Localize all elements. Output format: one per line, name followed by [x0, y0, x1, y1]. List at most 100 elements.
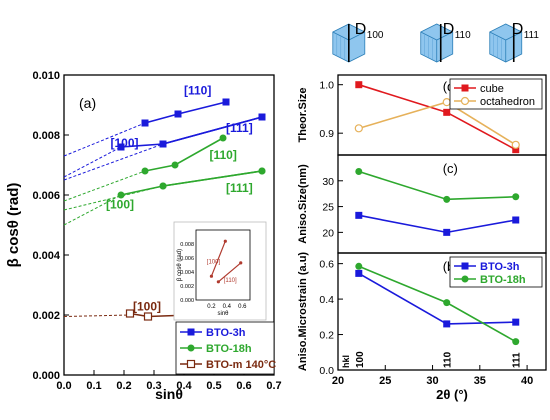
- right-y-tick-label: 25: [322, 202, 334, 214]
- data-point: [355, 211, 363, 219]
- data-point: [258, 167, 266, 175]
- data-point: [258, 113, 266, 121]
- hkl-label: 110: [443, 351, 454, 368]
- left-y-axis-label: β cosθ (rad): [5, 183, 22, 268]
- data-point: [512, 146, 520, 154]
- left-y-tick-label: 0.004: [32, 250, 60, 262]
- data-point: [141, 167, 149, 175]
- crystal-edges: [489, 31, 522, 62]
- data-point: [511, 140, 520, 149]
- fit-line-extrapolation: [63, 314, 131, 317]
- legend-entry: BTO-3h: [206, 327, 246, 339]
- fit-line-extrapolation: [63, 143, 164, 181]
- inset-x-tick-label: 0.2: [207, 304, 216, 310]
- crystal-edges: [420, 31, 453, 62]
- fit-line-extrapolation: [63, 170, 146, 202]
- series-line-[111]: [162, 170, 263, 187]
- right-x-tick-label: 40: [521, 375, 533, 387]
- right-y-axis-label: Theor.Size: [297, 87, 309, 142]
- crystal-shape-icon-100: [332, 23, 366, 63]
- inset-plot-frame: [195, 229, 251, 301]
- inset-point: [223, 239, 227, 243]
- right-y-tick-label: 0.6: [319, 259, 334, 271]
- inset-y-tick-label: 0.002: [180, 284, 194, 290]
- data-point: [443, 228, 451, 236]
- direction-label: [100]: [106, 198, 134, 212]
- left-x-tick-label: 0.5: [206, 380, 221, 392]
- legend-swatch-marker: [461, 275, 469, 283]
- data-point: [219, 134, 227, 142]
- direction-label: [111]: [226, 181, 253, 195]
- left-y-tick-label: 0.000: [32, 370, 60, 382]
- data-point: [117, 191, 125, 199]
- data-point: [159, 182, 167, 190]
- left-x-tick-label: 0.2: [116, 380, 131, 392]
- crystal-label-subscript: 100: [367, 30, 384, 41]
- right-y-tick-label: 0.9: [319, 128, 334, 140]
- inset-point: [239, 261, 243, 265]
- data-point: [443, 299, 451, 307]
- data-point: [222, 98, 230, 106]
- data-point: [171, 161, 179, 169]
- data-point: [174, 110, 182, 118]
- data-point: [512, 318, 520, 326]
- crystal-shape-icon-111: [489, 23, 523, 63]
- legend-entry: BTO-m 140°C: [206, 359, 276, 371]
- crystal-label-subscript: 111: [524, 30, 540, 41]
- data-point: [141, 119, 149, 127]
- data-point: [159, 140, 167, 148]
- hkl-label: 100: [355, 351, 366, 368]
- inset-direction-label: [110]: [224, 278, 237, 284]
- right-y-tick-label: 20: [322, 227, 334, 239]
- inset-line: [217, 262, 242, 283]
- inset-line: [210, 240, 226, 277]
- series-line-[111]: [162, 116, 263, 145]
- inset-x-axis-label: sinθ: [217, 311, 229, 317]
- data-point: [125, 309, 135, 318]
- right-x-tick-label: 25: [379, 375, 391, 387]
- inset-y-tick-label: 0.006: [180, 256, 194, 262]
- direction-label: [111]: [226, 121, 253, 135]
- data-point: [512, 216, 520, 224]
- legend-swatch-marker: [186, 359, 196, 369]
- direction-label: [100]: [111, 136, 139, 150]
- inset-y-tick-label: 0.008: [180, 242, 194, 248]
- legend-entry: BTO-3h: [480, 261, 520, 273]
- left-x-tick-label: 0.7: [266, 380, 281, 392]
- legend-entry: octahedron: [480, 96, 535, 108]
- left-y-tick-label: 0.006: [32, 190, 60, 202]
- hkl-axis-label: hkl: [341, 355, 351, 368]
- legend-entry: cube: [480, 83, 504, 95]
- right-y-axis-label: Aniso.Size(nm): [297, 164, 309, 244]
- data-point: [143, 312, 153, 321]
- left-x-axis-label: sinθ: [155, 386, 183, 402]
- direction-label: [110]: [210, 148, 237, 162]
- right-x-tick-label: 35: [474, 375, 486, 387]
- fit-line-extrapolation: [63, 194, 122, 226]
- legend-entry: BTO-18h: [206, 343, 252, 355]
- right-y-tick-label: 0.0: [319, 365, 334, 377]
- hkl-label: 111: [512, 352, 523, 368]
- data-point: [355, 262, 363, 270]
- inset-x-tick-label: 0.4: [223, 304, 232, 310]
- data-point: [443, 320, 451, 328]
- crystal-label: D: [443, 21, 455, 38]
- direction-label: [100]: [133, 300, 161, 314]
- inset-y-tick-label: 0.000: [180, 298, 194, 304]
- data-point: [355, 81, 363, 89]
- legend-swatch-marker: [187, 328, 195, 336]
- right-legend-box: [449, 78, 543, 110]
- inset-y-axis-label: β cosθ (rad): [177, 249, 183, 281]
- data-point: [443, 195, 451, 203]
- right-panel-frame: [337, 252, 547, 371]
- fit-line-extrapolation: [63, 185, 164, 211]
- series-line-BTO-3h: [358, 214, 516, 234]
- legend-swatch-marker: [460, 96, 470, 106]
- crystal-label: D: [512, 21, 524, 38]
- series-line-[110]: [144, 101, 227, 124]
- data-point: [117, 143, 125, 151]
- left-x-tick-label: 0.0: [56, 380, 71, 392]
- left-y-tick-label: 0.002: [32, 310, 60, 322]
- inset-point: [209, 274, 214, 278]
